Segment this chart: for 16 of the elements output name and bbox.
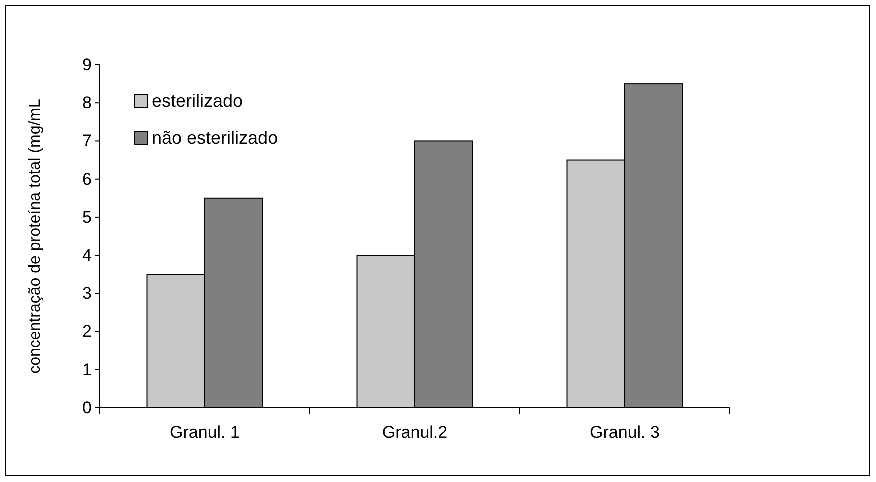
x-tick-label: Granul. 1 [170, 423, 240, 442]
y-axis-title: concentração de proteína total (mg/mL [27, 98, 44, 374]
x-tick-label: Granul. 3 [590, 423, 660, 442]
legend-label: não esterilizado [152, 128, 278, 148]
legend-label: esterilizado [152, 91, 244, 111]
x-tick-label: Granul.2 [382, 423, 448, 442]
y-tick-label: 9 [82, 55, 92, 74]
y-tick-label: 6 [82, 170, 92, 189]
y-tick-label: 4 [82, 246, 92, 265]
y-tick-label: 3 [82, 284, 92, 304]
y-tick-label: 7 [82, 132, 92, 151]
y-tick-label: 1 [82, 360, 92, 380]
y-tick-label: 5 [82, 208, 92, 227]
y-tick-label: 0 [82, 398, 92, 418]
y-tick-label: 2 [82, 322, 92, 342]
y-tick-label: 8 [82, 94, 92, 113]
